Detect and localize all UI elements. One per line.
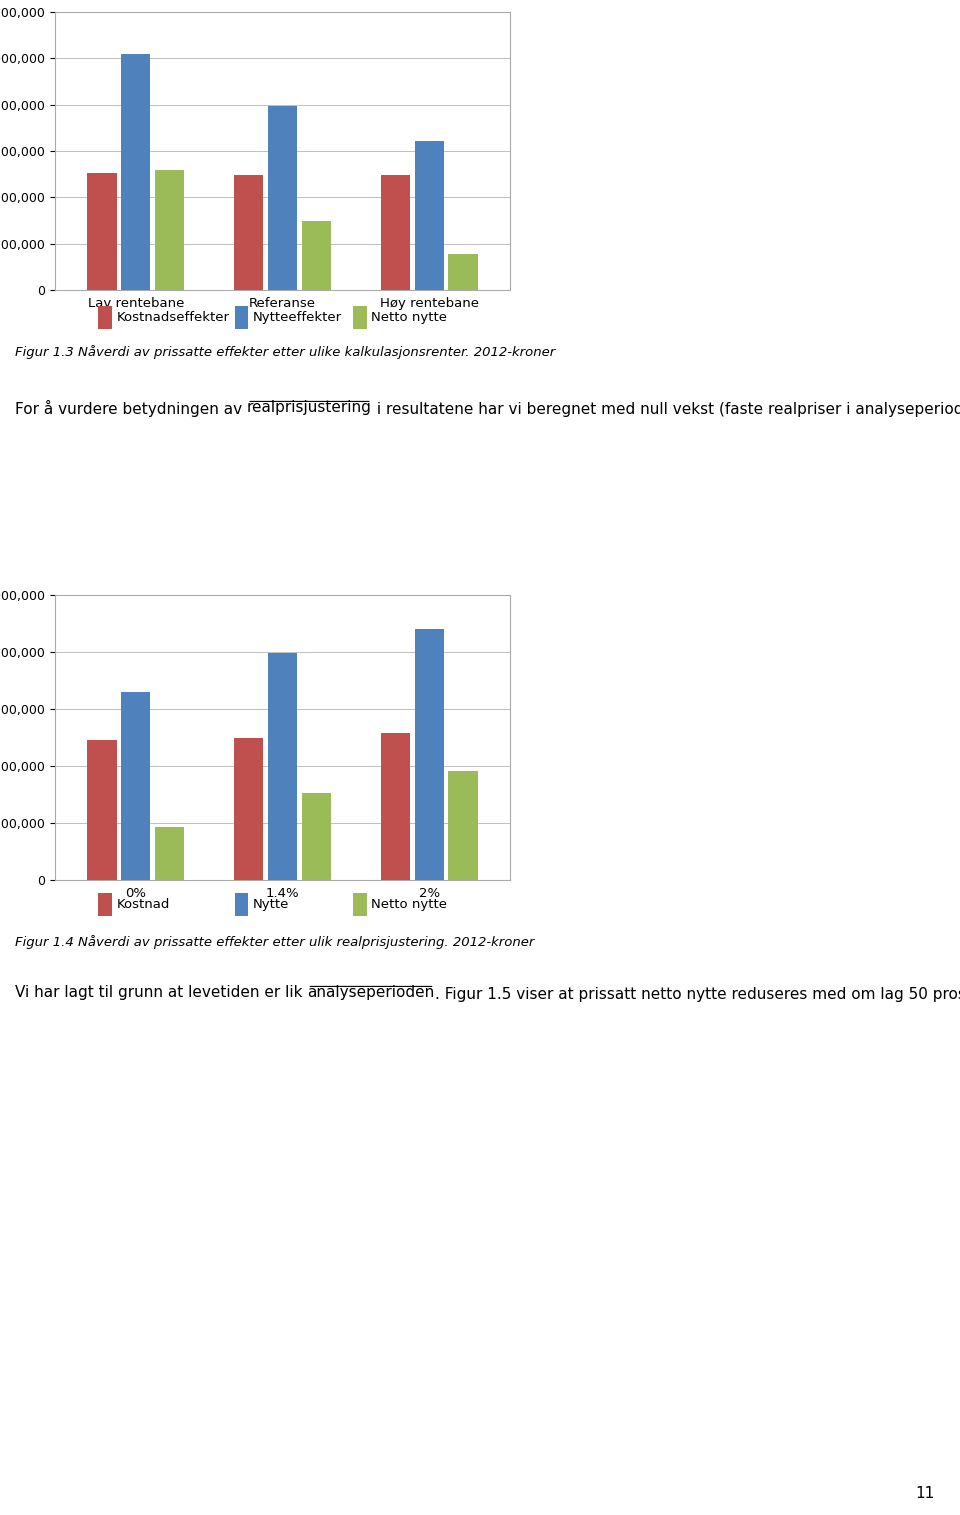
Text: 11: 11 — [916, 1486, 935, 1500]
Bar — [448, 771, 478, 880]
Bar — [268, 653, 298, 880]
FancyBboxPatch shape — [235, 306, 249, 329]
Bar — [381, 733, 410, 880]
Bar — [381, 174, 410, 289]
Bar — [87, 741, 117, 880]
Text: Kostnadseffekter: Kostnadseffekter — [116, 311, 229, 324]
Text: analyseperioden: analyseperioden — [307, 985, 435, 1000]
FancyBboxPatch shape — [98, 894, 112, 915]
Text: realprisjustering: realprisjustering — [247, 400, 372, 415]
Text: i resultatene har vi beregnet med null vekst (faste realpriser i analyseperioden: i resultatene har vi beregnet med null v… — [372, 400, 960, 417]
Bar — [268, 106, 298, 289]
Text: Nytte: Nytte — [252, 898, 289, 911]
FancyBboxPatch shape — [353, 894, 367, 915]
Bar — [155, 827, 184, 880]
FancyBboxPatch shape — [353, 306, 367, 329]
Bar — [87, 173, 117, 289]
Text: Figur 1.4 Nåverdi av prissatte effekter etter ulik realprisjustering. 2012-krone: Figur 1.4 Nåverdi av prissatte effekter … — [15, 935, 535, 948]
Text: Vi har lagt til grunn at levetiden er lik: Vi har lagt til grunn at levetiden er li… — [15, 985, 307, 1000]
Bar — [234, 738, 263, 880]
Bar — [301, 221, 331, 289]
Bar — [415, 141, 444, 289]
Bar — [448, 255, 478, 289]
Text: Netto nytte: Netto nytte — [372, 898, 447, 911]
FancyBboxPatch shape — [235, 894, 249, 915]
Bar — [121, 53, 151, 289]
Bar — [155, 171, 184, 289]
Text: Netto nytte: Netto nytte — [372, 311, 447, 324]
Bar — [415, 629, 444, 880]
Bar — [301, 794, 331, 880]
FancyBboxPatch shape — [98, 306, 112, 329]
Text: Kostnad: Kostnad — [116, 898, 170, 911]
Text: For å vurdere betydningen av: For å vurdere betydningen av — [15, 400, 247, 417]
Text: Nytteeffekter: Nytteeffekter — [252, 311, 342, 324]
Text: Figur 1.3 Nåverdi av prissatte effekter etter ulike kalkulasjonsrenter. 2012-kro: Figur 1.3 Nåverdi av prissatte effekter … — [15, 345, 555, 359]
Text: . Figur 1.5 viser at prissatt netto nytte reduseres med om lag 50 prosent med en: . Figur 1.5 viser at prissatt netto nytt… — [435, 985, 960, 1001]
Bar — [121, 692, 151, 880]
Bar — [234, 176, 263, 289]
